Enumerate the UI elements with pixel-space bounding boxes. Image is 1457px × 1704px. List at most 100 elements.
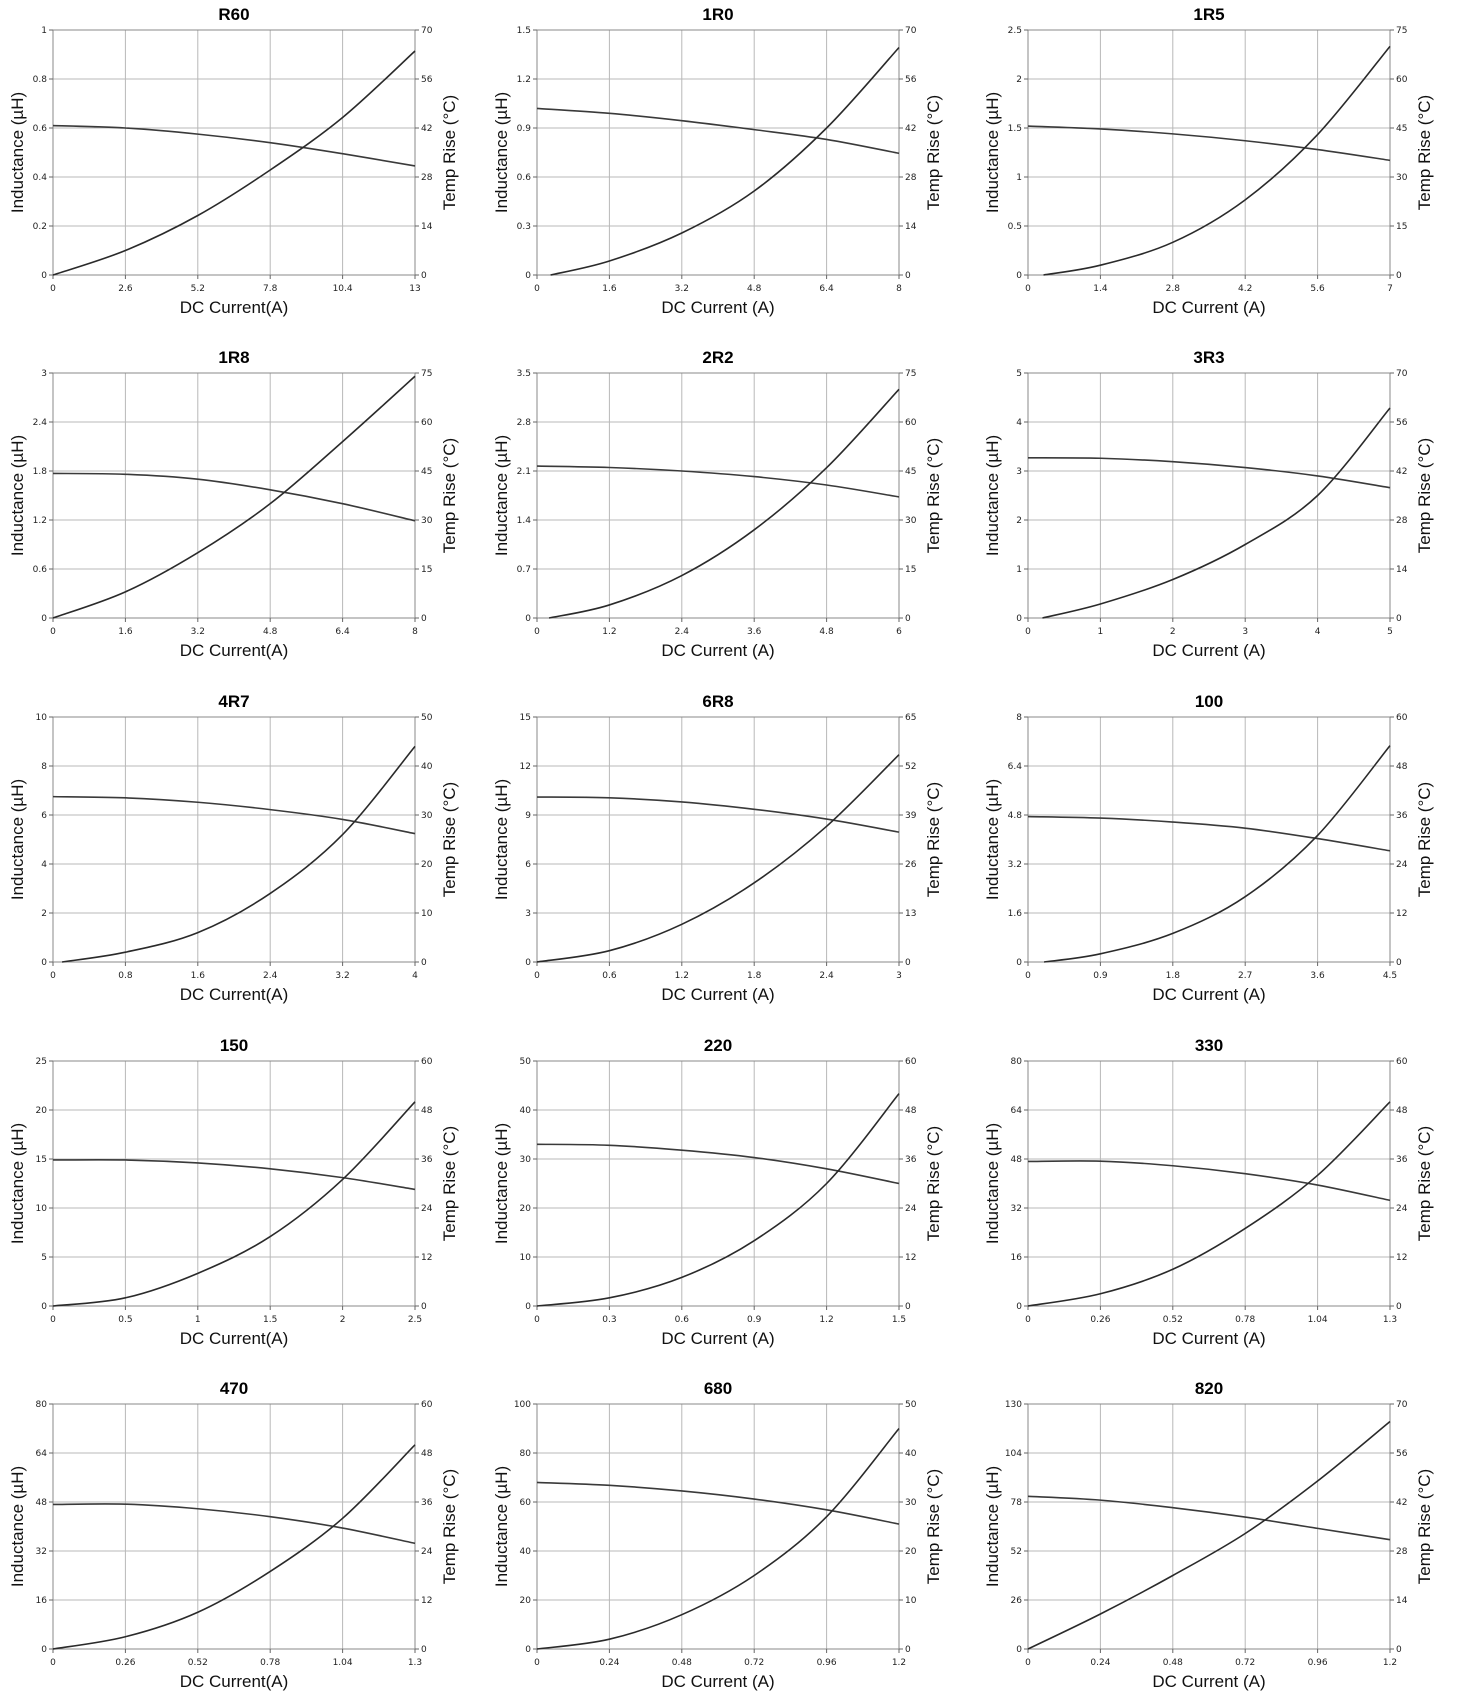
plot-frame <box>536 716 900 963</box>
y2-axis-label: Temp Rise (°C) <box>440 438 459 553</box>
x-tick-label: 1.2 <box>819 1315 833 1325</box>
x-tick-label: 0.5 <box>118 1315 132 1325</box>
y2-axis-label: Temp Rise (°C) <box>440 782 459 897</box>
y-tick-label: 8 <box>1016 713 1022 723</box>
y2-tick-label: 15 <box>1396 222 1407 232</box>
y-tick-label: 0.4 <box>33 173 48 183</box>
x-tick-label: 5.6 <box>1310 284 1325 294</box>
y-tick-label: 6.4 <box>1008 762 1023 772</box>
y-tick-label: 2 <box>1016 75 1022 85</box>
x-tick-label: 2.5 <box>408 1315 422 1325</box>
y-tick-label: 80 <box>520 1449 532 1459</box>
y-axis-label: Inductance (µH) <box>983 779 1002 900</box>
x-tick-label: 0 <box>1025 1315 1031 1325</box>
y-tick-label: 2.1 <box>517 467 531 477</box>
y2-tick-label: 15 <box>905 565 916 575</box>
x-tick-label: 0.78 <box>1235 1315 1255 1325</box>
x-axis-label: DC Current (A) <box>661 1329 774 1348</box>
y2-tick-label: 0 <box>1396 1645 1402 1655</box>
plot-frame <box>536 372 900 619</box>
y2-tick-label: 70 <box>1396 1400 1408 1410</box>
y-tick-label: 48 <box>1011 1155 1023 1165</box>
y-tick-label: 64 <box>1011 1106 1023 1116</box>
x-tick-label: 1.04 <box>1308 1315 1328 1325</box>
y2-tick-label: 50 <box>905 1400 917 1410</box>
x-tick-label: 2.8 <box>1166 284 1181 294</box>
temp-rise-curve <box>52 375 416 619</box>
x-tick-label: 5 <box>1387 627 1393 637</box>
x-tick-label: 0.48 <box>672 1658 692 1668</box>
y2-axis-label: Temp Rise (°C) <box>440 1126 459 1241</box>
y-axis-label: Inductance (µH) <box>983 1123 1002 1244</box>
plot-frame <box>52 372 416 619</box>
y2-tick-label: 42 <box>1396 1498 1407 1508</box>
y-axis-label: Inductance (µH) <box>8 435 27 556</box>
x-tick-label: 3.6 <box>747 627 762 637</box>
y2-tick-label: 45 <box>905 467 916 477</box>
y2-tick-label: 48 <box>421 1106 433 1116</box>
x-tick-label: 4 <box>412 971 418 981</box>
y-axis-label: Inductance (µH) <box>492 435 511 556</box>
y-tick-label: 64 <box>36 1449 48 1459</box>
plot-frame <box>1027 1060 1391 1307</box>
x-tick-label: 0.96 <box>1308 1658 1328 1668</box>
y-tick-label: 16 <box>1011 1253 1023 1263</box>
y-tick-label: 0 <box>1016 1302 1022 1312</box>
x-tick-label: 0 <box>1025 284 1031 294</box>
inductance-curve <box>52 795 416 835</box>
x-tick-label: 8 <box>412 627 418 637</box>
y-tick-label: 0.3 <box>517 222 531 232</box>
y2-tick-label: 42 <box>421 124 432 134</box>
y2-tick-label: 28 <box>1396 516 1408 526</box>
x-tick-label: 0.26 <box>115 1658 135 1668</box>
x-axis-label: DC Current(A) <box>180 1329 289 1348</box>
y2-tick-label: 0 <box>1396 1302 1402 1312</box>
y2-tick-label: 60 <box>1396 1057 1408 1067</box>
x-tick-label: 0.24 <box>1090 1658 1110 1668</box>
y2-tick-label: 13 <box>905 909 916 919</box>
temp-rise-curve <box>1027 1420 1391 1650</box>
x-tick-label: 3.2 <box>335 971 349 981</box>
y-tick-label: 0.6 <box>33 565 48 575</box>
x-tick-label: 1.6 <box>191 971 206 981</box>
y-axis-label: Inductance (µH) <box>8 779 27 900</box>
x-tick-label: 0.96 <box>817 1658 837 1668</box>
x-tick-label: 1.3 <box>1383 1315 1397 1325</box>
temp-rise-curve <box>52 1444 416 1650</box>
y-tick-label: 0 <box>1016 1645 1022 1655</box>
y-tick-label: 1 <box>41 26 47 36</box>
y2-tick-label: 48 <box>421 1449 433 1459</box>
x-tick-label: 10.4 <box>333 284 353 294</box>
x-axis-label: DC Current(A) <box>180 985 289 1004</box>
inductance-curve <box>52 124 416 167</box>
y-tick-label: 50 <box>520 1057 532 1067</box>
x-tick-label: 0.72 <box>1235 1658 1255 1668</box>
y-tick-label: 0 <box>41 958 47 968</box>
y-tick-label: 20 <box>36 1106 48 1116</box>
y2-tick-label: 28 <box>421 173 433 183</box>
y-tick-label: 0.9 <box>517 124 532 134</box>
y2-tick-label: 52 <box>905 762 916 772</box>
temp-rise-curve <box>52 50 416 276</box>
inductance-curve <box>52 1158 416 1191</box>
y2-tick-label: 0 <box>421 614 427 624</box>
y2-axis-label: Temp Rise (°C) <box>1415 1126 1434 1241</box>
x-tick-label: 0.9 <box>1093 971 1108 981</box>
y-tick-label: 3 <box>1016 467 1022 477</box>
x-tick-label: 0 <box>534 627 540 637</box>
chart-title: 330 <box>1195 1036 1223 1055</box>
y2-tick-label: 36 <box>1396 811 1408 821</box>
y-tick-label: 32 <box>36 1547 47 1557</box>
x-tick-label: 0.24 <box>599 1658 619 1668</box>
chart-title: 4R7 <box>218 692 249 711</box>
y2-tick-label: 56 <box>1396 418 1408 428</box>
x-tick-label: 2.7 <box>1238 971 1252 981</box>
y-tick-label: 52 <box>1011 1547 1022 1557</box>
chart-title: 680 <box>704 1379 732 1398</box>
x-tick-label: 0 <box>50 1315 56 1325</box>
temp-rise-curve <box>1027 1101 1391 1307</box>
y2-tick-label: 30 <box>905 516 917 526</box>
